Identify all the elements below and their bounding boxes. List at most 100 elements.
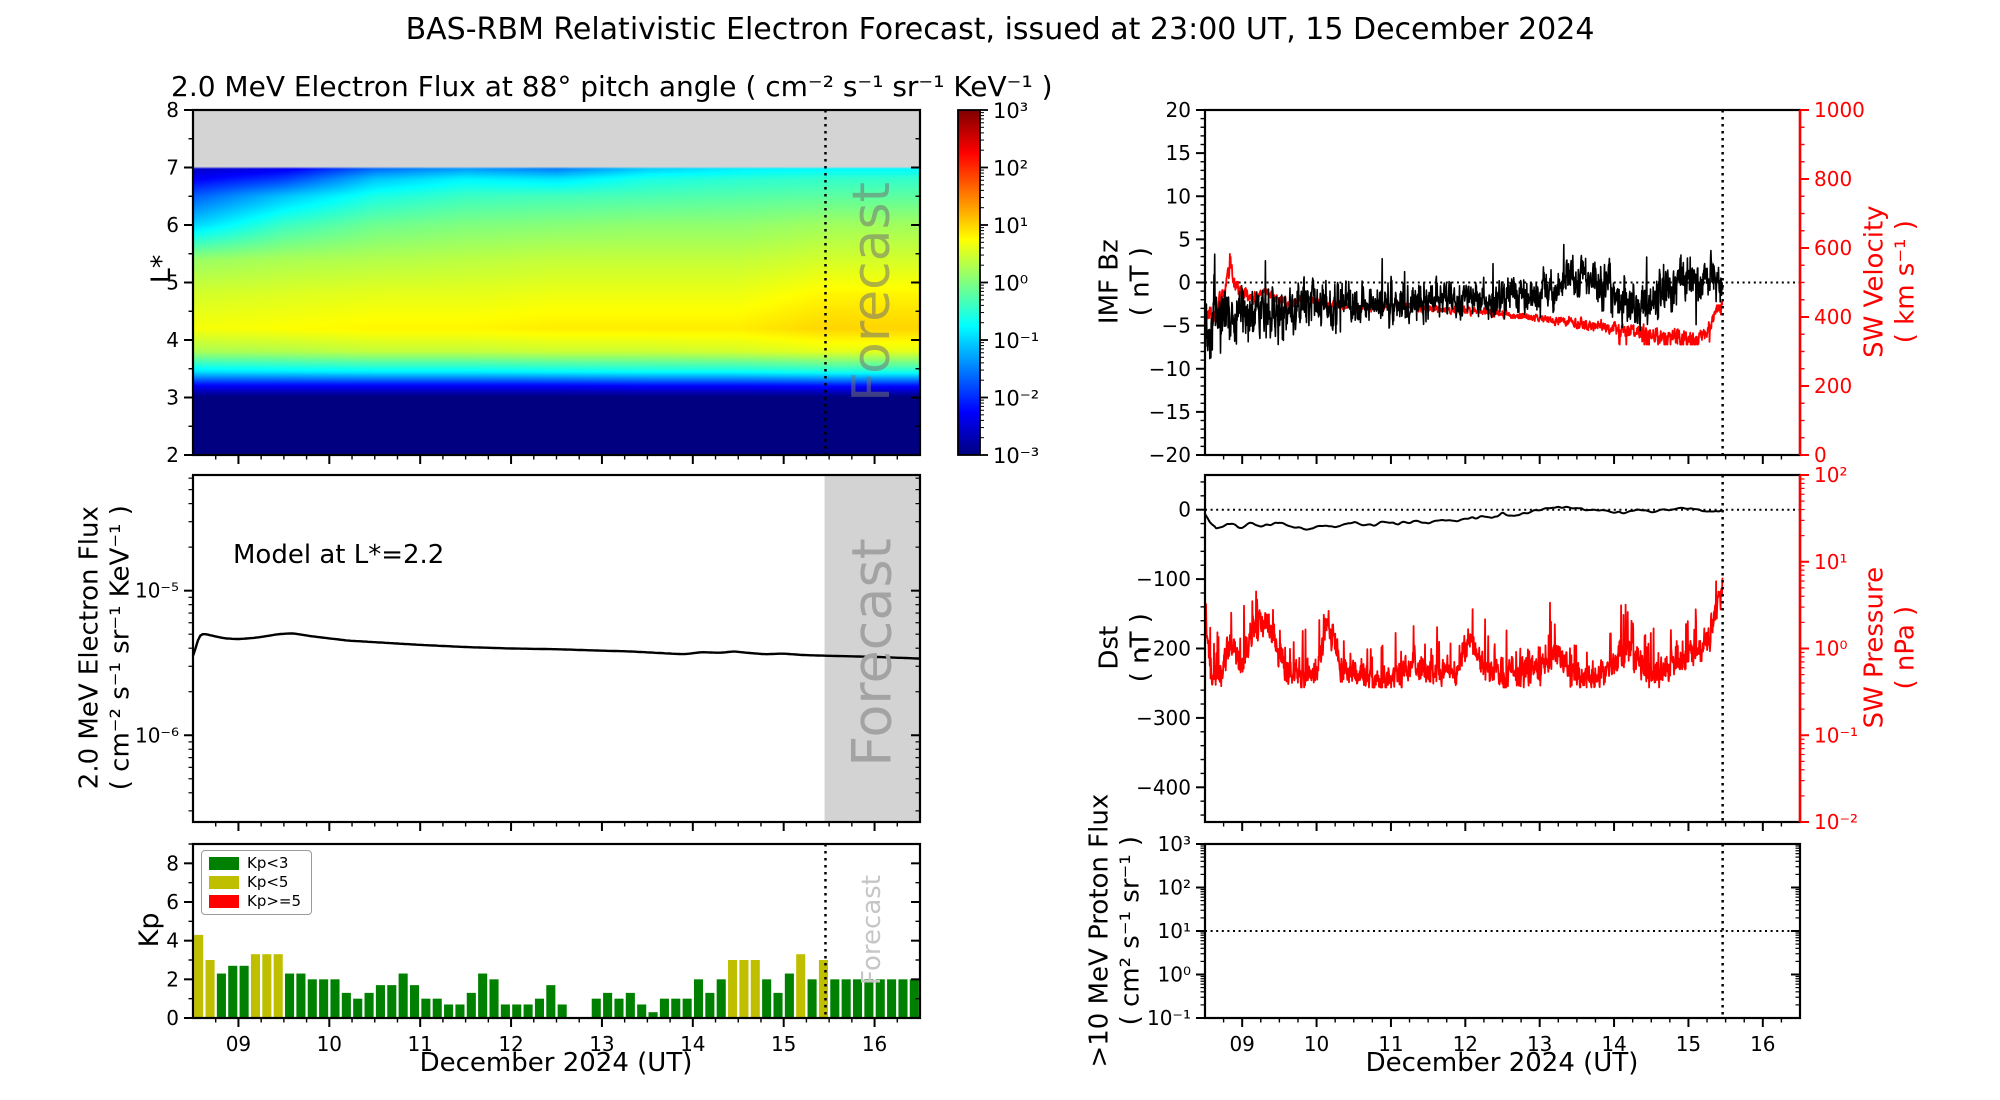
svg-text:−10: −10: [1149, 357, 1191, 381]
kp-legend-swatch-red: [209, 895, 239, 908]
right-xaxis-label: December 2024 (UT): [1365, 1048, 1639, 1078]
sw-pressure-ylabel-line2: ( nPa ): [1890, 605, 1920, 690]
sw-velocity-ylabel-line2: ( km s⁻¹ ): [1890, 220, 1920, 344]
sw-velocity-ylabel-line1: SW Velocity: [1859, 205, 1890, 358]
svg-text:−100: −100: [1136, 567, 1191, 591]
electron-flux-ylabel-line2: ( cm⁻² s⁻¹ sr⁻¹ KeV⁻¹ ): [105, 505, 135, 791]
colorbar: 10³ 10² 10¹ 10⁰ 10⁻¹ 10⁻² 10⁻³: [957, 99, 1039, 468]
svg-text:16: 16: [862, 1032, 887, 1056]
proton-flux-ylabel-line1: >10 MeV Proton Flux: [1084, 793, 1115, 1068]
kp-legend: Kp<3 Kp<5 Kp>=5: [201, 850, 313, 915]
svg-text:600: 600: [1814, 236, 1852, 260]
kp-legend-label-yellow: Kp<5: [247, 873, 289, 891]
svg-text:−300: −300: [1136, 706, 1191, 730]
svg-text:5: 5: [1178, 227, 1191, 251]
svg-text:400: 400: [1814, 305, 1852, 329]
proton-flux-panel: 09 10 11 12 13 14 15 16 10³ 10² 10¹ 10⁰ 10⁻¹: [1147, 832, 1802, 1056]
kp-legend-swatch-green: [209, 857, 239, 870]
svg-text:800: 800: [1814, 167, 1852, 191]
imf-bz-ylabel-line2: ( nT ): [1125, 247, 1155, 317]
forecast-label-spectrogram: Forecast: [842, 181, 902, 403]
svg-text:16: 16: [1750, 1032, 1775, 1056]
svg-text:200: 200: [1814, 374, 1852, 398]
svg-text:0: 0: [166, 1006, 179, 1030]
svg-text:8: 8: [166, 98, 179, 122]
svg-text:10⁰: 10⁰: [1158, 963, 1191, 987]
svg-text:10¹: 10¹: [1814, 550, 1847, 574]
svg-text:14: 14: [680, 1032, 705, 1056]
svg-text:15: 15: [1676, 1032, 1701, 1056]
imf-bz-ylabel-line1: IMF Bz: [1094, 239, 1125, 325]
svg-text:0: 0: [1178, 498, 1191, 522]
dst-panel: 0 −100 −200 −300 −400 10² 10¹ 10⁰ 10⁻¹ 10⁻²: [1136, 463, 1858, 834]
svg-text:10¹: 10¹: [993, 214, 1028, 238]
spectrogram-ylabel: L*: [146, 254, 178, 284]
svg-text:15: 15: [1166, 141, 1191, 165]
svg-text:13: 13: [1527, 1032, 1552, 1056]
kp-legend-label-green: Kp<3: [247, 854, 289, 872]
svg-text:−400: −400: [1136, 775, 1191, 799]
svg-text:13: 13: [589, 1032, 614, 1056]
svg-text:11: 11: [1378, 1032, 1403, 1056]
svg-text:10⁰: 10⁰: [1814, 637, 1847, 661]
svg-text:10¹: 10¹: [1158, 919, 1191, 943]
svg-text:−15: −15: [1149, 400, 1191, 424]
kp-legend-item-yellow: Kp<5: [209, 875, 301, 890]
proton-flux-ylabel-line2: ( cm² s⁻¹ sr⁻¹ ): [1115, 835, 1145, 1026]
svg-text:4: 4: [166, 929, 179, 953]
svg-text:10³: 10³: [1158, 832, 1191, 856]
svg-text:10: 10: [1166, 184, 1191, 208]
svg-text:6: 6: [166, 213, 179, 237]
kp-legend-swatch-yellow: [209, 876, 239, 889]
sw-pressure-ylabel-line1: SW Pressure: [1859, 566, 1890, 729]
svg-text:12: 12: [1453, 1032, 1478, 1056]
svg-text:14: 14: [1601, 1032, 1626, 1056]
svg-text:−5: −5: [1162, 314, 1191, 338]
forecast-label-kp: Forecast: [857, 874, 887, 986]
svg-text:0: 0: [1814, 443, 1827, 467]
svg-text:6: 6: [166, 890, 179, 914]
kp-panel: 09 10 11 12 13 14 15 16 0 2 4 6 8: [166, 842, 922, 1056]
kp-legend-item-green: Kp<3: [209, 856, 301, 871]
svg-text:7: 7: [166, 156, 179, 180]
kp-legend-label-red: Kp>=5: [247, 892, 302, 910]
svg-text:2: 2: [166, 967, 179, 991]
svg-text:10⁻³: 10⁻³: [993, 444, 1039, 468]
svg-text:3: 3: [166, 386, 179, 410]
svg-text:4: 4: [166, 328, 179, 352]
figure-title: BAS-RBM Relativistic Electron Forecast, …: [405, 12, 1595, 47]
svg-text:10³: 10³: [993, 99, 1028, 123]
spectrogram-title: 2.0 MeV Electron Flux at 88° pitch angle…: [171, 70, 1053, 103]
svg-text:10: 10: [317, 1032, 342, 1056]
svg-text:11: 11: [407, 1032, 432, 1056]
svg-text:12: 12: [498, 1032, 523, 1056]
model-annotation: Model at L*=2.2: [233, 540, 445, 570]
svg-text:10⁻¹: 10⁻¹: [1814, 723, 1858, 747]
svg-text:10²: 10²: [993, 157, 1028, 181]
svg-text:−20: −20: [1149, 443, 1191, 467]
imf-bz-panel: 20 15 10 5 0 −5 −10 −15 −20 0 200 400 600 800 1000: [1149, 98, 1865, 467]
svg-text:−200: −200: [1136, 637, 1191, 661]
kp-legend-item-red: Kp>=5: [209, 894, 301, 909]
electron-flux-panel: 10⁻⁵ 10⁻⁶: [135, 473, 922, 831]
svg-text:10: 10: [1304, 1032, 1329, 1056]
svg-text:10⁰: 10⁰: [993, 272, 1028, 296]
svg-text:8: 8: [166, 851, 179, 875]
svg-text:09: 09: [226, 1032, 251, 1056]
svg-text:10⁻¹: 10⁻¹: [1147, 1006, 1191, 1030]
svg-text:10²: 10²: [1814, 463, 1847, 487]
kp-ylabel: Kp: [134, 912, 166, 948]
svg-text:10⁻¹: 10⁻¹: [993, 329, 1039, 353]
svg-text:2: 2: [166, 443, 179, 467]
spectrogram-heatmap: [193, 110, 920, 455]
svg-text:0: 0: [1178, 271, 1191, 295]
spectrogram-axes: 2 3 4 5 6 7 8: [166, 98, 922, 467]
svg-text:20: 20: [1166, 98, 1191, 122]
svg-text:10⁻²: 10⁻²: [1814, 810, 1858, 834]
svg-text:1000: 1000: [1814, 98, 1865, 122]
svg-text:10⁻⁵: 10⁻⁵: [135, 579, 179, 603]
svg-text:10⁻²: 10⁻²: [993, 387, 1039, 411]
svg-text:15: 15: [771, 1032, 796, 1056]
svg-text:10⁻⁶: 10⁻⁶: [135, 723, 179, 747]
